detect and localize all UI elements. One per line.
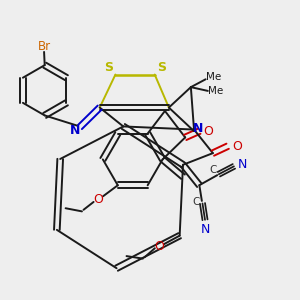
Text: O: O xyxy=(93,193,103,206)
Text: S: S xyxy=(104,61,113,74)
Text: C: C xyxy=(209,165,217,175)
Text: Me: Me xyxy=(206,72,221,82)
Text: O: O xyxy=(203,124,213,138)
Text: N: N xyxy=(70,124,80,137)
Text: Br: Br xyxy=(38,40,51,53)
Text: C: C xyxy=(192,196,199,206)
Text: S: S xyxy=(157,61,166,74)
Text: N: N xyxy=(193,122,204,135)
Text: Me: Me xyxy=(208,85,224,96)
Text: O: O xyxy=(154,240,164,253)
Text: N: N xyxy=(238,158,247,171)
Text: O: O xyxy=(232,140,242,153)
Text: N: N xyxy=(201,223,210,236)
